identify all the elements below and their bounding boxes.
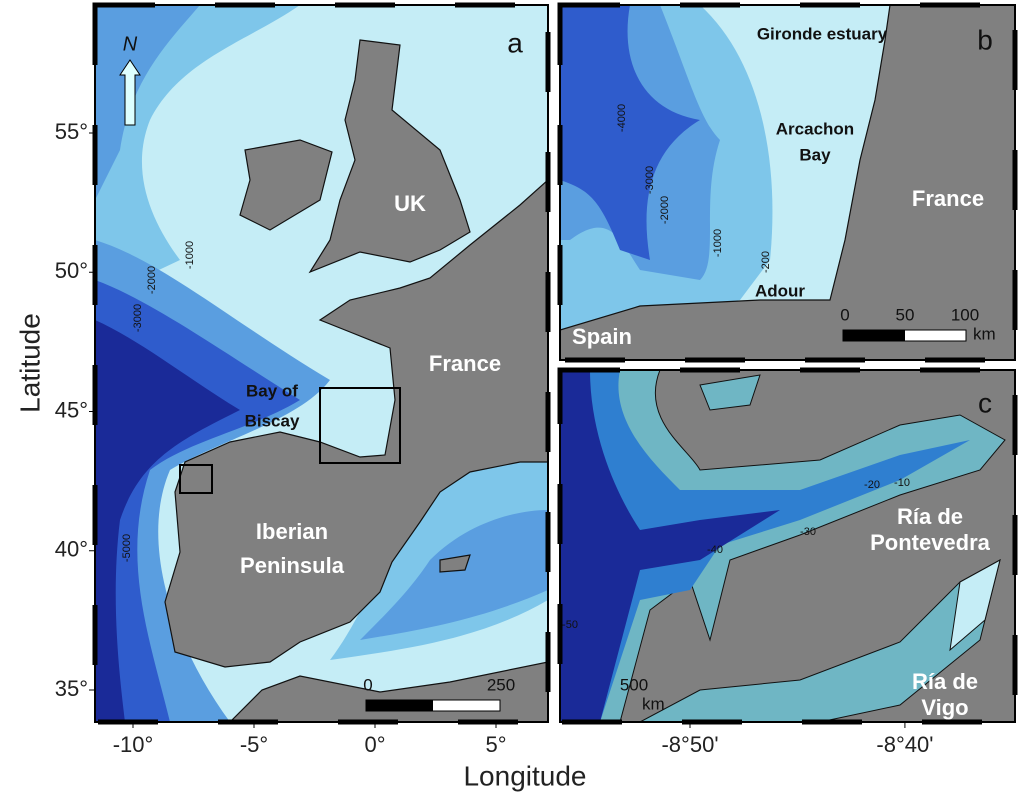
y-tick-label: 35°	[55, 676, 88, 701]
panel-letter: b	[977, 24, 993, 55]
x-tick-label: -10°	[113, 732, 154, 757]
place-label: Adour	[755, 281, 805, 300]
contour-label: -10	[894, 477, 910, 489]
scale-label: 500	[620, 675, 648, 694]
contour-label: -3000	[132, 304, 144, 332]
place-label: France	[912, 186, 984, 211]
place-label: UK	[394, 191, 426, 216]
scale-label: 50	[896, 305, 915, 324]
contour-label: -50	[562, 619, 578, 631]
place-label: Iberian	[256, 519, 328, 544]
place-label: Peninsula	[240, 553, 345, 578]
x-axis-label: Longitude	[463, 760, 586, 791]
contour-label: -2000	[146, 266, 158, 294]
contour-label: -200	[760, 251, 772, 273]
y-tick-label: 55°	[55, 119, 88, 144]
place-label: Bay	[799, 145, 831, 164]
scale-label: 100	[951, 305, 979, 324]
x-tick-label: -5°	[240, 732, 268, 757]
contour-label: -4000	[616, 104, 628, 132]
x-tick-label: -8°50'	[661, 732, 718, 757]
place-label: Pontevedra	[870, 530, 991, 555]
place-label: Gironde estuary	[757, 24, 888, 43]
x-tick-label: 0°	[364, 732, 385, 757]
y-tick-label: 50°	[55, 258, 88, 283]
x-tick-label: -8°40'	[876, 732, 933, 757]
scale-unit: km	[642, 694, 665, 713]
place-label: Spain	[572, 324, 632, 349]
contour-label: -2000	[659, 196, 671, 224]
contour-label: -30	[800, 526, 816, 538]
scale-unit: km	[973, 324, 996, 343]
y-tick-label: 40°	[55, 537, 88, 562]
scale-label: 0	[363, 675, 372, 694]
y-tick-label: 45°	[55, 397, 88, 422]
contour-label: -1000	[184, 241, 196, 269]
contour-label: -5000	[121, 534, 133, 562]
place-label: Ría de	[912, 669, 978, 694]
north-arrow-label: N	[123, 33, 138, 55]
scale-label: 0	[840, 305, 849, 324]
place-label: Bay of	[246, 381, 298, 400]
place-label: Biscay	[245, 411, 300, 430]
contour-label: -1000	[712, 229, 724, 257]
y-axis-label: Latitude	[14, 313, 45, 413]
contour-label: -40	[707, 544, 723, 556]
place-label: Arcachon	[776, 119, 854, 138]
panel-letter: a	[507, 27, 523, 58]
panel-letter: c	[978, 387, 992, 418]
place-label: Vigo	[921, 695, 968, 720]
scale-label: 250	[487, 675, 515, 694]
contour-label: -3000	[644, 166, 656, 194]
x-tick-label: 5°	[485, 732, 506, 757]
panel-a-map	[95, 5, 548, 722]
place-label: France	[429, 351, 501, 376]
contour-label: -20	[864, 479, 880, 491]
panel-c-map	[560, 370, 1015, 722]
place-label: Ría de	[897, 504, 963, 529]
panel-b-map	[560, 5, 1015, 360]
